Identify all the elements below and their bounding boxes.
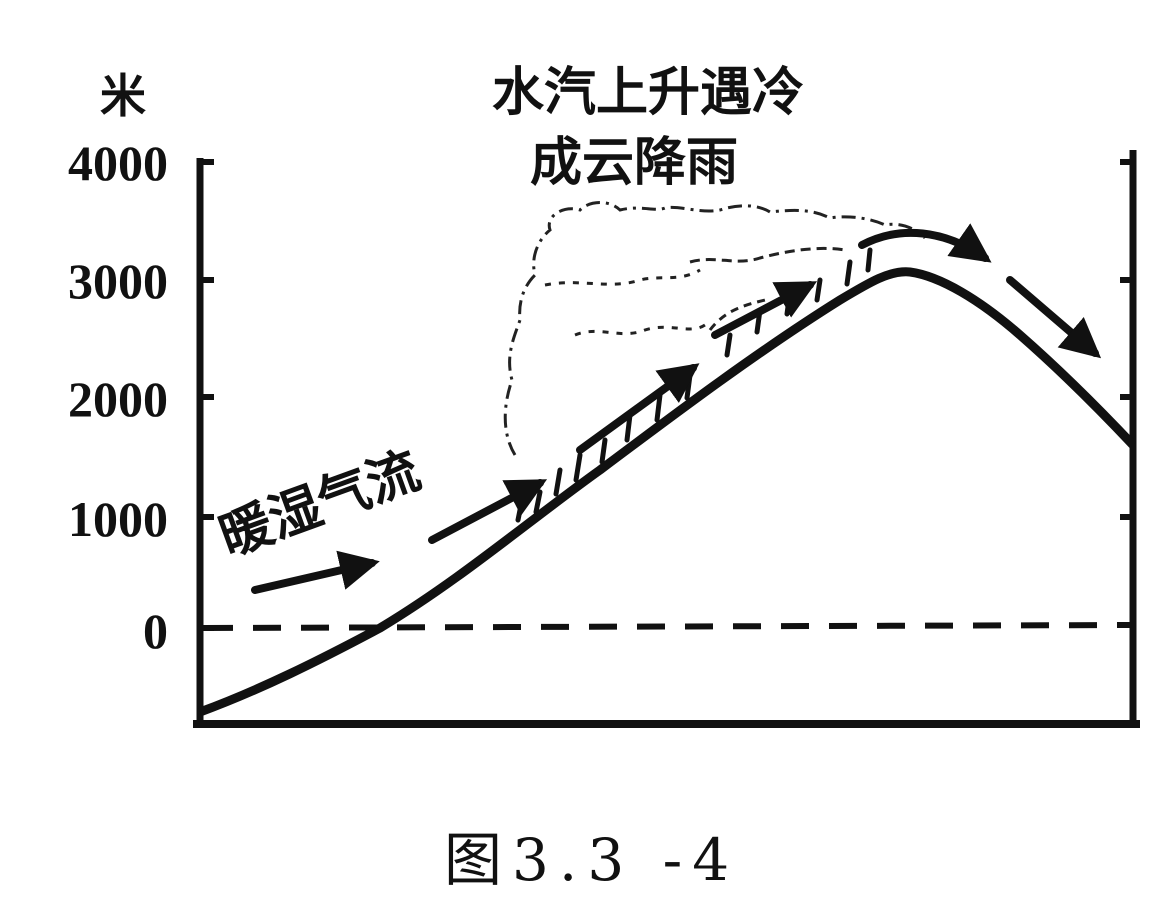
rain-streak: [553, 467, 563, 497]
flow-label: 暖湿气流: [212, 441, 428, 569]
cloud: [503, 201, 927, 456]
airflow-arrow-5: [858, 223, 992, 263]
rain-streak: [515, 497, 525, 523]
airflow-arrow-4: [711, 281, 818, 339]
tick-label-3000: 3000: [68, 253, 168, 309]
airflow-arrow-1: [251, 550, 380, 594]
airflow-arrows: [251, 223, 1102, 594]
rain-streak: [573, 452, 583, 483]
rain-streak: [624, 412, 633, 443]
cloud-outline: [503, 201, 927, 456]
airflow-arrow-2: [428, 479, 548, 544]
airflow-arrow-6: [1006, 276, 1102, 359]
cloud-inner-line-1: [544, 268, 701, 287]
sea-level-line: [204, 622, 1131, 631]
rain-streak: [814, 277, 823, 303]
diagram-frame: [193, 150, 1140, 728]
figure-caption: 图3.3 -4: [444, 826, 739, 894]
y-axis-unit: 米: [100, 69, 146, 123]
cloud-inner-line-2: [574, 323, 706, 337]
rain-streak: [533, 489, 543, 515]
rain-streak: [724, 332, 733, 358]
tick-label-0: 0: [143, 603, 168, 659]
annotation-line-1: 水汽上升遇冷: [492, 63, 804, 123]
cloud-inner-line-3: [689, 246, 846, 264]
rain-streak: [684, 372, 693, 401]
annotation-line-2: 成云降雨: [530, 133, 738, 193]
rain-streak: [865, 247, 873, 273]
tick-label-1000: 1000: [68, 491, 168, 547]
airflow-arrow-3: [576, 363, 700, 454]
rain-streaks: [515, 247, 873, 523]
tick-label-2000: 2000: [68, 371, 168, 427]
cloud-inner-line-4: [708, 298, 766, 331]
mountain-profile: [198, 267, 1137, 717]
rain-streak: [599, 437, 608, 465]
rain-streak: [654, 392, 663, 423]
right-ticks: [1120, 159, 1133, 520]
rain-streak: [844, 259, 853, 287]
tick-label-4000: 4000: [68, 135, 168, 191]
left-ticks: [200, 159, 214, 631]
